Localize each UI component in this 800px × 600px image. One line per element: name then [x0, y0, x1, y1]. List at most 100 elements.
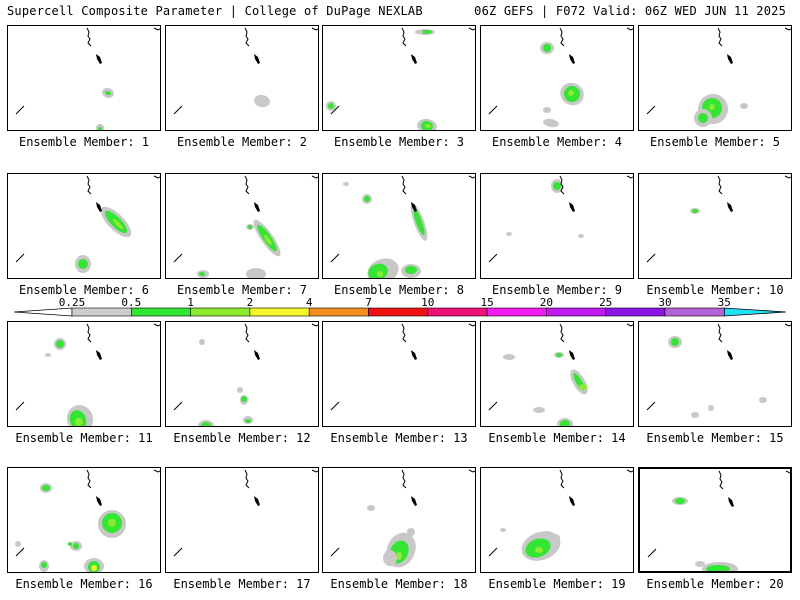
- scp-contour-area: [42, 485, 50, 491]
- ensemble-member-map[interactable]: [165, 467, 319, 573]
- ensemble-member-map[interactable]: [7, 173, 161, 279]
- ensemble-member-label: Ensemble Member: 7: [176, 283, 308, 297]
- coastline-outline: [86, 27, 92, 47]
- coastline-outline: [559, 323, 565, 343]
- coast-edge-outline: [784, 175, 791, 179]
- island-outline: [728, 497, 734, 507]
- island-outline: [411, 202, 417, 212]
- scp-field-plot: [173, 27, 318, 115]
- lake-shore-outline: [488, 547, 498, 557]
- coast-edge-outline: [626, 175, 633, 179]
- scp-contour-area: [568, 90, 574, 96]
- scp-contour-area: [199, 272, 205, 276]
- coastline-outline: [717, 175, 723, 195]
- ensemble-member-map[interactable]: [7, 25, 161, 131]
- coastline-outline: [717, 27, 723, 47]
- scp-contour-area: [413, 208, 425, 236]
- scp-contour-area: [698, 113, 708, 123]
- scp-contour-area: [364, 196, 370, 202]
- colorbar-segment: [71, 307, 132, 317]
- scp-contour-area: [692, 209, 698, 213]
- colorbar-lower-arrow: [13, 307, 73, 317]
- ensemble-member-map[interactable]: [7, 321, 161, 427]
- lake-shore-outline: [173, 105, 183, 115]
- ensemble-member-map[interactable]: [638, 173, 792, 279]
- scp-contour-area: [533, 407, 545, 413]
- lake-shore-outline: [330, 105, 340, 115]
- colorbar-tick-label: 2: [247, 296, 254, 309]
- colorbar-upper-arrow: [723, 307, 787, 317]
- scp-contour-area: [41, 562, 47, 568]
- lake-shore-outline: [488, 401, 498, 411]
- lake-shore-outline: [15, 401, 25, 411]
- scp-field-plot: [330, 323, 475, 411]
- scp-contour-area: [740, 103, 748, 109]
- lake-shore-outline: [173, 253, 183, 263]
- ensemble-member-map[interactable]: [322, 467, 476, 573]
- coast-edge-outline: [468, 175, 475, 179]
- colorbar-tick-label: 25: [599, 296, 612, 309]
- ensemble-member-map[interactable]: [638, 25, 792, 131]
- colorbar-segment: [308, 307, 369, 317]
- ensemble-member-label: Ensemble Member: 1: [18, 135, 150, 149]
- lake-shore-outline: [647, 548, 657, 558]
- scp-field-plot: [173, 323, 318, 426]
- ensemble-member-map[interactable]: [322, 173, 476, 279]
- lake-shore-outline: [15, 253, 25, 263]
- scp-contour-area: [75, 418, 83, 426]
- island-outline: [411, 350, 417, 360]
- ensemble-member-label: Ensemble Member: 15: [646, 431, 784, 445]
- ensemble-member-label: Ensemble Member: 6: [18, 283, 150, 297]
- island-outline: [569, 202, 575, 212]
- ensemble-member-map[interactable]: [480, 467, 634, 573]
- scp-field-plot: [330, 175, 475, 278]
- island-outline: [569, 54, 575, 64]
- island-outline: [96, 350, 102, 360]
- scp-contour-area: [254, 94, 270, 108]
- ensemble-member-label: Ensemble Member: 10: [646, 283, 784, 297]
- island-outline: [254, 496, 260, 506]
- scp-contour-area: [56, 340, 64, 348]
- ensemble-member-map[interactable]: [165, 173, 319, 279]
- ensemble-member-map[interactable]: [322, 25, 476, 131]
- coast-edge-outline: [468, 323, 475, 327]
- ensemble-member-map[interactable]: [638, 467, 792, 573]
- ensemble-member-map[interactable]: [480, 25, 634, 131]
- colorbar-tick-label: 30: [658, 296, 671, 309]
- lake-shore-outline: [488, 105, 498, 115]
- ensemble-member-label: Ensemble Member: 9: [491, 283, 623, 297]
- coastline-outline: [244, 27, 250, 47]
- map-title: Supercell Composite Parameter | College …: [7, 4, 423, 18]
- scp-contour-area: [407, 528, 415, 536]
- scp-contour-area: [45, 353, 51, 357]
- scp-contour-area: [405, 266, 417, 274]
- scp-field-plot: [488, 469, 633, 561]
- coastline-outline: [401, 27, 407, 47]
- ensemble-member-map[interactable]: [322, 321, 476, 427]
- scp-contour-area: [578, 234, 584, 238]
- ensemble-member-map[interactable]: [480, 173, 634, 279]
- scp-contour-area: [706, 565, 730, 571]
- colorbar-segment: [427, 307, 488, 317]
- island-outline: [569, 350, 575, 360]
- ensemble-member-map[interactable]: [165, 25, 319, 131]
- scp-contour-area: [422, 30, 432, 34]
- island-outline: [569, 496, 575, 506]
- scp-contour-area: [543, 118, 559, 128]
- scp-field-plot: [488, 175, 633, 263]
- scp-contour-area: [759, 397, 767, 403]
- ensemble-member-map[interactable]: [638, 321, 792, 427]
- lake-shore-outline: [330, 547, 340, 557]
- ensemble-member-map[interactable]: [480, 321, 634, 427]
- scp-contour-area: [73, 543, 79, 549]
- scp-contour-area: [543, 107, 551, 113]
- ensemble-member-map[interactable]: [7, 467, 161, 573]
- scp-contour-area: [78, 259, 88, 269]
- scp-field-plot: [15, 323, 160, 426]
- island-outline: [254, 54, 260, 64]
- ensemble-member-map[interactable]: [165, 321, 319, 427]
- coastline-outline: [401, 323, 407, 343]
- scp-contour-area: [246, 268, 266, 278]
- lake-shore-outline: [173, 401, 183, 411]
- colorbar-segment: [190, 307, 251, 317]
